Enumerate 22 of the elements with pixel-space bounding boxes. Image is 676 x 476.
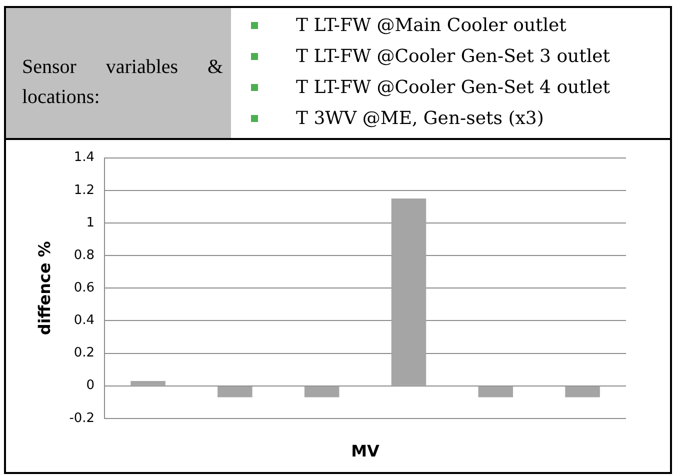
text: T LT-FW @Cooler Gen-Set 4 outlet (295, 76, 610, 100)
y-tick-label: 1.2 (74, 182, 95, 198)
bar (565, 386, 600, 398)
text: T 3WV @ME, Gen-sets (x3) (295, 107, 545, 131)
bar (391, 198, 426, 386)
y-tick-label: 0 (86, 378, 95, 394)
bar (130, 380, 166, 386)
bar (304, 386, 340, 398)
y-tick-label: 0.4 (74, 313, 95, 328)
text: Sensor variables & locations: (6, 8, 231, 138)
x-axis-title: MV (351, 442, 380, 461)
y-tick-label: 1 (86, 215, 95, 230)
y-tick-label: 0.8 (74, 248, 95, 263)
y-axis-title: diffence % (34, 241, 54, 336)
y-tick-label: -0.2 (69, 410, 95, 426)
y-tick-label: 0.2 (74, 346, 95, 361)
text: T LT-FW @Cooler Gen-Set 3 outlet (295, 45, 610, 69)
bar (218, 386, 252, 398)
y-tick-label: 0.6 (74, 280, 95, 296)
y-tick-label: 1.4 (74, 150, 95, 166)
bar (478, 386, 514, 398)
text: T LT-FW @Main Cooler outlet (295, 14, 568, 38)
